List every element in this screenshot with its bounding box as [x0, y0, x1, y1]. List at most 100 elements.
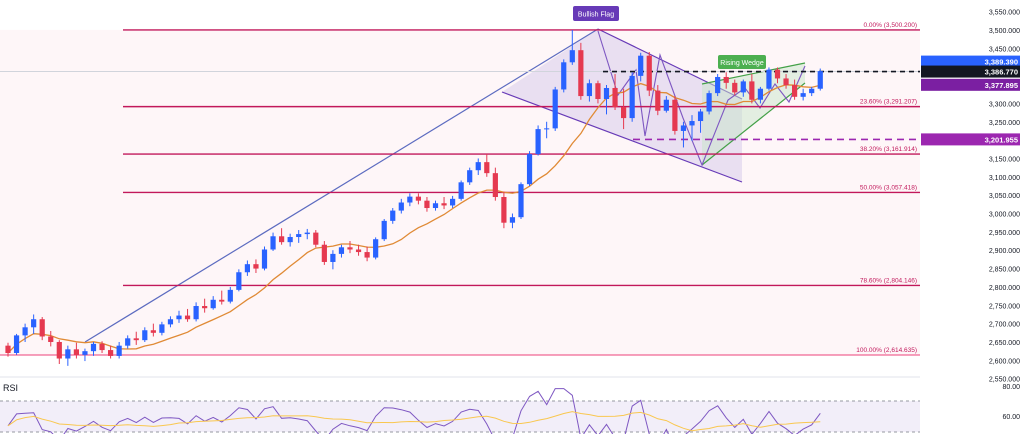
candle-body[interactable]: [296, 234, 302, 238]
candle-body[interactable]: [133, 338, 139, 341]
candle-body[interactable]: [184, 315, 191, 320]
candle-body[interactable]: [193, 306, 199, 320]
candle-body[interactable]: [253, 264, 259, 269]
candle-body[interactable]: [321, 244, 327, 262]
candle-body[interactable]: [125, 338, 131, 346]
candle-body[interactable]: [5, 345, 11, 353]
candle-body[interactable]: [373, 239, 379, 258]
candle-body[interactable]: [270, 236, 276, 250]
candle-body[interactable]: [39, 319, 45, 337]
candle-body[interactable]: [484, 162, 490, 174]
candle-body[interactable]: [774, 69, 781, 79]
candle-body[interactable]: [381, 220, 387, 240]
candle-body[interactable]: [552, 89, 558, 129]
candle-body[interactable]: [56, 341, 62, 359]
candle-body[interactable]: [475, 162, 481, 171]
candle-body[interactable]: [509, 217, 516, 223]
candle-body[interactable]: [73, 349, 79, 355]
candle-body[interactable]: [783, 78, 789, 86]
candle-body[interactable]: [279, 236, 285, 243]
candle-body[interactable]: [603, 87, 610, 100]
candle-body[interactable]: [518, 184, 524, 218]
candle-body[interactable]: [672, 99, 678, 131]
candle-body[interactable]: [723, 76, 729, 83]
candle-body[interactable]: [749, 81, 755, 100]
candle-body[interactable]: [415, 196, 421, 201]
candle-body[interactable]: [227, 289, 233, 302]
flagpole-line[interactable]: [84, 28, 599, 343]
candle-body[interactable]: [655, 90, 661, 111]
candle-body[interactable]: [13, 335, 20, 353]
candle-body[interactable]: [22, 327, 28, 336]
candle-body[interactable]: [809, 88, 815, 94]
candle-body[interactable]: [355, 249, 362, 253]
candle-body[interactable]: [757, 88, 763, 100]
candle-body[interactable]: [90, 343, 97, 352]
candle-body[interactable]: [347, 247, 353, 250]
candle-body[interactable]: [31, 319, 37, 328]
candle-body[interactable]: [663, 99, 669, 111]
candle-body[interactable]: [715, 76, 721, 94]
candle-body[interactable]: [697, 111, 704, 122]
candle-body[interactable]: [441, 203, 447, 206]
candle-body[interactable]: [535, 129, 541, 155]
candle-body[interactable]: [142, 330, 148, 341]
candle-body[interactable]: [82, 351, 88, 355]
candle-body[interactable]: [458, 182, 464, 199]
candle-body[interactable]: [766, 69, 772, 89]
candle-body[interactable]: [48, 336, 54, 342]
candle-body[interactable]: [432, 203, 439, 209]
candle-body[interactable]: [244, 264, 250, 273]
candle-body[interactable]: [167, 319, 174, 325]
candle-body[interactable]: [150, 330, 156, 333]
candle-body[interactable]: [202, 306, 208, 309]
candle-body[interactable]: [99, 343, 105, 351]
wedge-lower-line[interactable]: [701, 82, 806, 166]
candle-body[interactable]: [578, 50, 584, 97]
candle-body[interactable]: [398, 202, 404, 211]
candle-body[interactable]: [159, 324, 165, 333]
candle-body[interactable]: [629, 75, 635, 119]
candle-body[interactable]: [364, 252, 370, 258]
rising-wedge-badge[interactable]: [718, 55, 766, 69]
candle-body[interactable]: [313, 232, 319, 245]
candle-body[interactable]: [612, 87, 618, 108]
candle-body[interactable]: [210, 299, 216, 309]
candle-body[interactable]: [689, 121, 695, 126]
candle-body[interactable]: [732, 82, 738, 93]
candle-body[interactable]: [501, 197, 507, 223]
candle-body[interactable]: [586, 83, 592, 97]
candle-body[interactable]: [569, 50, 575, 63]
candle-body[interactable]: [261, 249, 268, 269]
candle-body[interactable]: [330, 253, 336, 262]
candle-body[interactable]: [680, 125, 687, 131]
candle-body[interactable]: [108, 350, 114, 356]
candle-body[interactable]: [338, 247, 345, 254]
candle-body[interactable]: [706, 93, 712, 112]
candle-body[interactable]: [817, 71, 823, 89]
candle-body[interactable]: [176, 315, 182, 320]
candle-body[interactable]: [740, 81, 746, 93]
candle-body[interactable]: [390, 210, 396, 221]
candle-body[interactable]: [287, 237, 293, 243]
candle-body[interactable]: [65, 349, 71, 359]
candle-body[interactable]: [407, 196, 413, 203]
candle-body[interactable]: [621, 107, 627, 119]
candle-body[interactable]: [800, 93, 806, 97]
candle-body[interactable]: [116, 345, 122, 356]
candle-body[interactable]: [219, 299, 225, 302]
candle-body[interactable]: [467, 170, 473, 183]
candle-body[interactable]: [424, 200, 430, 209]
candle-body[interactable]: [595, 83, 601, 100]
candle-body[interactable]: [544, 128, 550, 130]
candle-body[interactable]: [526, 154, 533, 185]
bullish-flag-badge[interactable]: [573, 6, 619, 21]
candle-body[interactable]: [450, 198, 456, 206]
candle-body[interactable]: [646, 55, 652, 91]
candle-body[interactable]: [236, 272, 242, 290]
candle-body[interactable]: [638, 55, 644, 76]
candle-body[interactable]: [492, 173, 498, 198]
candle-body[interactable]: [792, 85, 798, 97]
candle-body[interactable]: [561, 62, 567, 90]
